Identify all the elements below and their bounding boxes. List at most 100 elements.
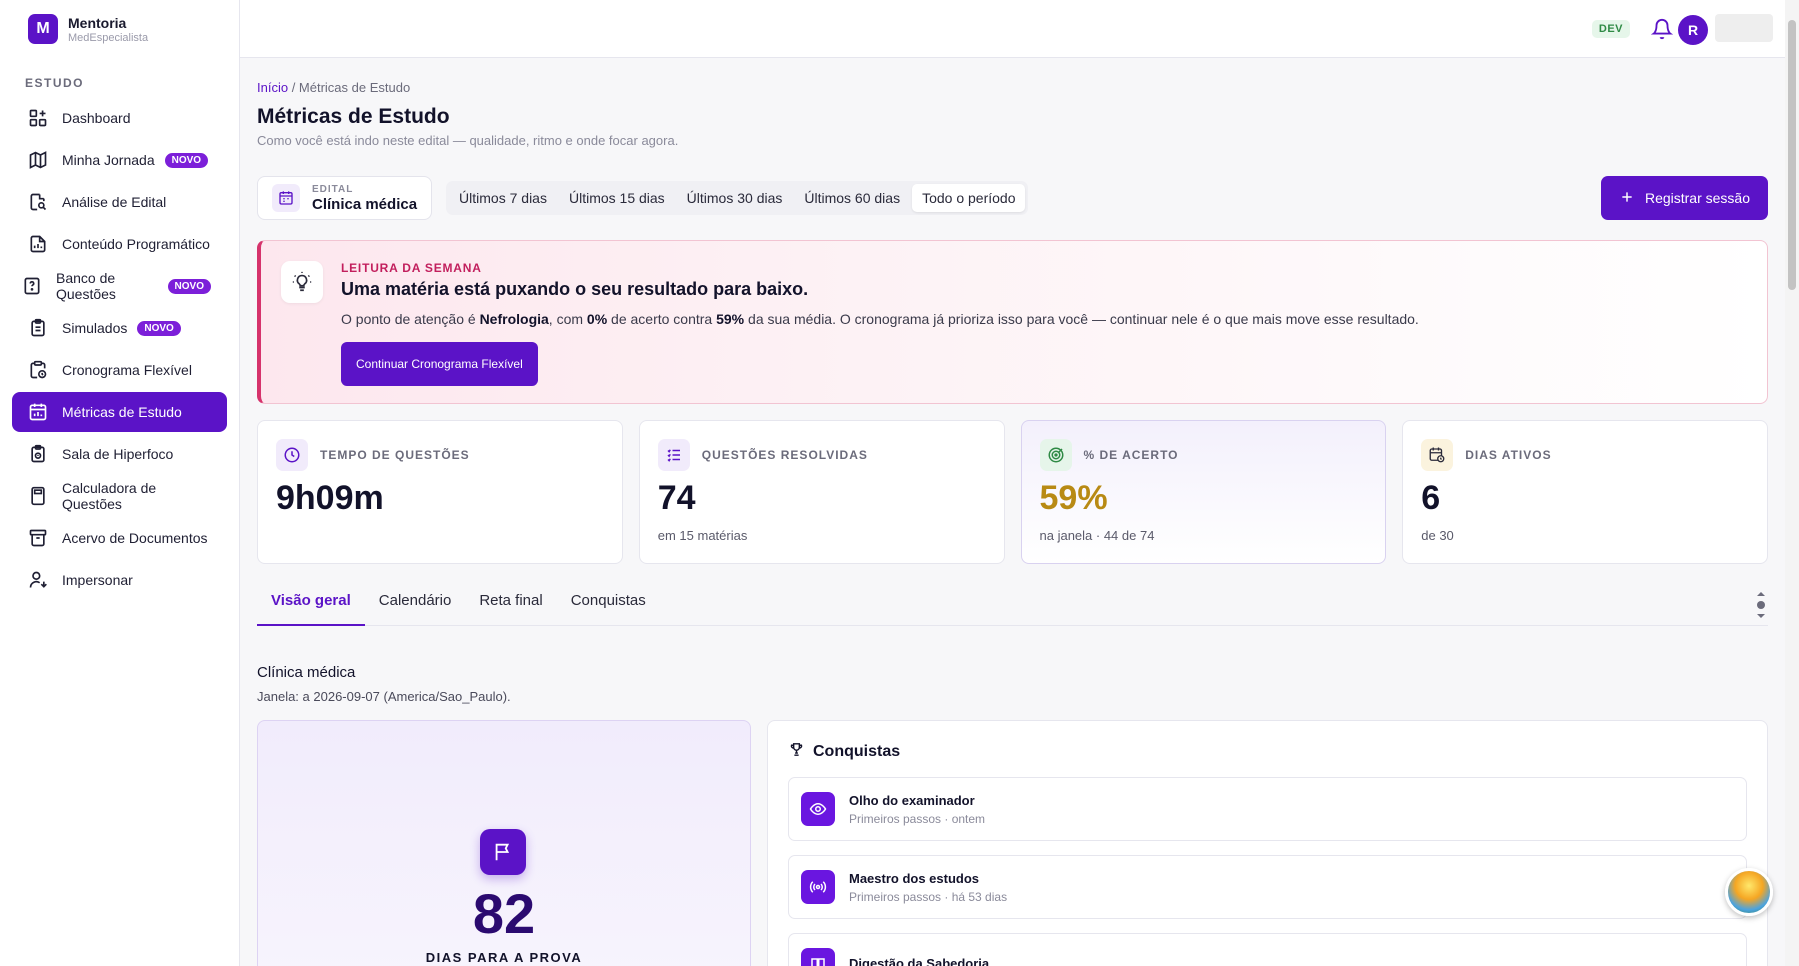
sidebar-item-label: Conteúdo Programático bbox=[62, 236, 210, 252]
achievement-item[interactable]: Digestão da Sabedoria bbox=[788, 933, 1747, 966]
clipboard-clock-icon bbox=[28, 360, 48, 380]
avatar[interactable]: R bbox=[1678, 15, 1708, 45]
sidebar-item-impersonar[interactable]: Impersonar bbox=[12, 560, 227, 600]
brand[interactable]: M Mentoria MedEspecialista bbox=[0, 0, 239, 58]
stat-value: 9h09m bbox=[276, 479, 384, 517]
stat-label: % DE ACERTO bbox=[1083, 448, 1179, 462]
breadcrumb-home-link[interactable]: Início bbox=[257, 80, 289, 95]
breadcrumb-separator: / bbox=[288, 80, 299, 95]
continue-schedule-button[interactable]: Continuar Cronograma Flexível bbox=[341, 342, 538, 386]
sidebar-item-acervo-de-documentos[interactable]: Acervo de Documentos bbox=[12, 518, 227, 558]
stat-card-time: TEMPO DE QUESTÕES 9h09m bbox=[257, 420, 623, 564]
insight-kicker: LEITURA DA SEMANA bbox=[341, 261, 482, 275]
stat-sub: em 15 matérias bbox=[657, 528, 748, 543]
sidebar-item-label: Acervo de Documentos bbox=[62, 530, 208, 546]
sidebar-item-label: Simulados bbox=[62, 320, 128, 336]
floating-assistant-button[interactable] bbox=[1725, 868, 1773, 916]
sidebar-item-conteudo-programatico[interactable]: Conteúdo Programático bbox=[12, 224, 227, 264]
tabs: Visão geral Calendário Reta final Conqui… bbox=[257, 580, 1768, 626]
period-option-15[interactable]: Últimos 15 dias bbox=[568, 190, 665, 206]
insight-title: Uma matéria está puxando o seu resultado… bbox=[341, 279, 809, 299]
overview-window: Janela: a 2026-09-07 (America/Sao_Paulo)… bbox=[257, 689, 511, 704]
calendar-icon bbox=[272, 184, 300, 212]
period-option-all[interactable]: Todo o período bbox=[912, 184, 1026, 212]
weekly-insight-card: LEITURA DA SEMANA Uma matéria está puxan… bbox=[257, 240, 1768, 404]
overview-panels: 82 DIAS PARA A PROVA Conquistas Olho do … bbox=[257, 720, 1768, 966]
list-check-icon bbox=[657, 439, 690, 471]
calculator-icon bbox=[28, 486, 48, 506]
achievement-meta: Primeiros passos · há 53 dias bbox=[849, 889, 1008, 904]
sidebar-item-cronograma-flexivel[interactable]: Cronograma Flexível bbox=[12, 350, 227, 390]
tab-reta-final[interactable]: Reta final bbox=[479, 592, 543, 609]
bell-icon[interactable] bbox=[1650, 18, 1674, 40]
brand-subtitle: MedEspecialista bbox=[68, 31, 149, 44]
achievements-title: Conquistas bbox=[788, 741, 1747, 763]
sidebar-item-sala-de-hiperfoco[interactable]: Sala de Hiperfoco bbox=[12, 434, 227, 474]
sidebar-item-simulados[interactable]: Simulados NOVO bbox=[12, 308, 227, 348]
insight-average: 59% bbox=[716, 311, 745, 327]
achievement-item[interactable]: Maestro dos estudos Primeiros passos · h… bbox=[788, 855, 1747, 919]
filters-bar: EDITAL Clínica médica Últimos 7 dias Últ… bbox=[257, 176, 1768, 220]
trophy-icon bbox=[788, 741, 805, 763]
stat-card-accuracy: % DE ACERTO 59% na janela · 44 de 74 bbox=[1020, 420, 1387, 564]
eye-icon bbox=[801, 792, 835, 826]
tabs-scroll-icon[interactable] bbox=[1754, 590, 1768, 620]
file-search-icon bbox=[28, 192, 48, 212]
insight-accuracy: 0% bbox=[586, 311, 608, 327]
achievements-card: Conquistas Olho do examinador Primeiros … bbox=[767, 720, 1768, 966]
sidebar-item-label: Métricas de Estudo bbox=[62, 404, 182, 420]
map-icon bbox=[28, 150, 48, 170]
stat-card-questions: QUESTÕES RESOLVIDAS 74 em 15 matérias bbox=[638, 420, 1005, 564]
calendar-clock-icon bbox=[1421, 439, 1454, 471]
sidebar-item-banco-de-questoes[interactable]: Banco de Questões NOVO bbox=[12, 266, 227, 306]
register-session-label: Registrar sessão bbox=[1644, 190, 1750, 206]
scrollbar[interactable] bbox=[1785, 0, 1799, 966]
stat-label: QUESTÕES RESOLVIDAS bbox=[701, 448, 868, 462]
period-option-7[interactable]: Últimos 7 dias bbox=[459, 190, 547, 206]
breadcrumb: Início / Métricas de Estudo bbox=[257, 80, 1768, 95]
tab-calendario[interactable]: Calendário bbox=[378, 592, 452, 609]
countdown-value: 82 bbox=[472, 882, 536, 945]
brand-logo: M bbox=[28, 14, 58, 44]
sidebar-item-analise-de-edital[interactable]: Análise de Edital bbox=[12, 182, 227, 222]
sidebar-item-label: Calculadora de Questões bbox=[62, 480, 157, 512]
sidebar-item-label: Sala de Hiperfoco bbox=[62, 446, 174, 462]
stat-sub: na janela · 44 de 74 bbox=[1039, 528, 1155, 543]
tab-visao-geral[interactable]: Visão geral bbox=[257, 580, 365, 626]
edital-selector[interactable]: EDITAL Clínica médica bbox=[257, 176, 433, 220]
achievement-item[interactable]: Olho do examinador Primeiros passos · on… bbox=[788, 777, 1747, 841]
insight-subject: Nefrologia bbox=[479, 311, 549, 327]
stat-label: DIAS ATIVOS bbox=[1465, 448, 1552, 462]
sidebar-item-label: Cronograma Flexível bbox=[62, 362, 192, 378]
sidebar-item-label: Impersonar bbox=[62, 572, 133, 588]
edital-label: EDITAL bbox=[312, 183, 354, 195]
register-session-button[interactable]: Registrar sessão bbox=[1600, 176, 1768, 220]
tab-conquistas[interactable]: Conquistas bbox=[570, 592, 646, 609]
sidebar-item-metricas-de-estudo[interactable]: Métricas de Estudo bbox=[12, 392, 227, 432]
scrollbar-thumb[interactable] bbox=[1788, 20, 1796, 290]
stat-value: 6 bbox=[1421, 479, 1441, 517]
sidebar-item-label: Minha Jornada bbox=[62, 152, 155, 168]
sidebar-item-minha-jornada[interactable]: Minha Jornada NOVO bbox=[12, 140, 227, 180]
user-switch-icon bbox=[28, 570, 48, 590]
edital-value: Clínica médica bbox=[312, 195, 418, 213]
period-option-30[interactable]: Últimos 30 dias bbox=[686, 190, 783, 206]
flag-icon bbox=[480, 829, 526, 875]
page-title: Métricas de Estudo bbox=[257, 105, 450, 128]
achievement-name: Olho do examinador bbox=[849, 792, 975, 808]
clipboard-icon bbox=[28, 318, 48, 338]
new-badge: NOVO bbox=[167, 278, 211, 294]
env-badge: DEV bbox=[1591, 20, 1630, 38]
sidebar: M Mentoria MedEspecialista ESTUDO Dashbo… bbox=[0, 0, 240, 966]
lightbulb-icon bbox=[281, 261, 323, 303]
sidebar-item-calculadora-de-questoes[interactable]: Calculadora de Questões bbox=[12, 476, 227, 516]
user-menu[interactable] bbox=[1715, 14, 1773, 42]
book-icon bbox=[801, 948, 835, 966]
question-file-icon bbox=[22, 276, 42, 296]
new-badge: NOVO bbox=[164, 152, 209, 168]
stat-card-active-days: DIAS ATIVOS 6 de 30 bbox=[1402, 420, 1768, 564]
period-selector: Últimos 7 dias Últimos 15 dias Últimos 3… bbox=[446, 181, 1029, 215]
sidebar-item-dashboard[interactable]: Dashboard bbox=[12, 98, 227, 138]
clock-icon bbox=[276, 439, 308, 471]
period-option-60[interactable]: Últimos 60 dias bbox=[804, 190, 901, 206]
